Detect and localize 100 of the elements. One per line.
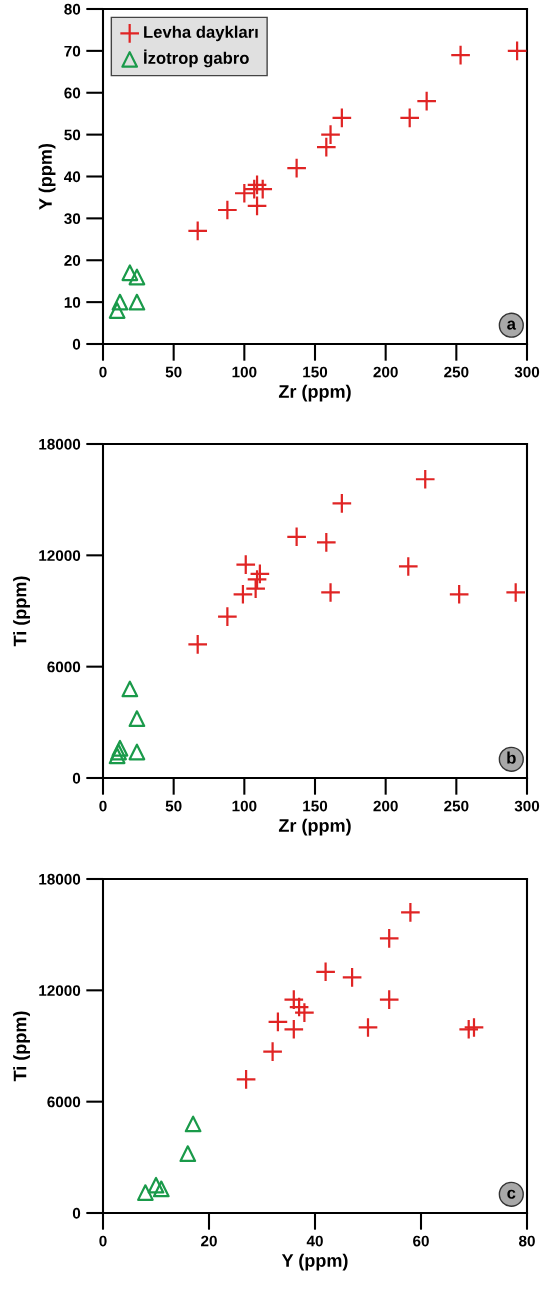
x-tick-label: 150 [303, 800, 328, 812]
point [245, 578, 267, 600]
point [121, 264, 139, 282]
point [246, 195, 268, 217]
point [128, 710, 146, 728]
y-tick-label: 80 [64, 3, 81, 15]
point [246, 569, 268, 590]
point [179, 1145, 197, 1163]
y-axis-title: Y (ppm) [38, 143, 56, 210]
y-tick-label: 0 [72, 1207, 81, 1219]
annotation: b [507, 751, 516, 764]
legend-label: İzotrop gabro [144, 49, 249, 68]
point [450, 44, 471, 66]
x-tick-label: 300 [514, 800, 540, 812]
x-tick-label: 50 [165, 800, 182, 812]
y-tick-label: 40 [64, 171, 81, 183]
point [286, 526, 308, 548]
point [399, 901, 421, 923]
x-axis-title: Zr (ppm) [278, 818, 351, 836]
point [216, 606, 238, 627]
y-tick-label: 6000 [47, 661, 81, 673]
point [152, 1180, 170, 1198]
point [249, 563, 271, 585]
point [111, 293, 129, 311]
x-axis-title: Y (ppm) [281, 1253, 348, 1271]
point [235, 554, 257, 576]
point [111, 739, 129, 757]
y-axis-title: Ti (ppm) [13, 576, 30, 647]
point [187, 220, 209, 242]
y-tick-label: 12000 [39, 550, 81, 562]
x-tick-label: 0 [99, 800, 107, 812]
point [357, 1017, 379, 1038]
y-axis-title: Ti (ppm) [13, 1011, 30, 1082]
point [286, 157, 308, 179]
point [252, 178, 274, 200]
point [216, 199, 238, 221]
y-tick-label: 70 [64, 45, 81, 57]
y-tick-label: 50 [64, 129, 81, 141]
x-tick-label: 200 [373, 366, 398, 378]
y-tick-label: 60 [64, 87, 81, 99]
x-tick-label: 80 [518, 1235, 535, 1247]
point [320, 124, 341, 146]
x-tick-label: 0 [99, 1235, 107, 1247]
y-tick-label: 18000 [39, 873, 81, 885]
point [235, 1068, 257, 1090]
x-tick-label: 0 [99, 366, 107, 378]
y-tick-label: 20 [64, 255, 81, 266]
point [506, 40, 528, 62]
x-tick-label: 150 [303, 366, 328, 378]
point [283, 1018, 305, 1040]
point [315, 961, 337, 983]
x-tick-label: 100 [232, 800, 257, 812]
annotation: a [507, 320, 517, 330]
y-tick-label: 12000 [39, 985, 81, 997]
y-tick-label: 0 [72, 338, 81, 350]
y-tick-label: 30 [64, 213, 81, 225]
point [341, 966, 363, 988]
point [397, 556, 419, 577]
x-tick-label: 40 [306, 1235, 323, 1247]
point [232, 583, 254, 605]
point [108, 302, 126, 319]
y-tick-label: 10 [64, 296, 81, 308]
point [110, 743, 127, 761]
point [293, 1002, 315, 1024]
point [128, 268, 146, 286]
x-tick-label: 250 [444, 800, 469, 812]
point [331, 107, 353, 129]
point [458, 1018, 480, 1040]
point [121, 680, 139, 698]
point [505, 582, 527, 603]
x-tick-label: 250 [444, 366, 469, 378]
point [283, 989, 305, 1011]
point [414, 468, 436, 490]
point [315, 531, 337, 553]
point [315, 136, 337, 158]
point [320, 582, 341, 603]
point [448, 583, 470, 605]
x-tick-label: 300 [514, 366, 540, 378]
y-tick-label: 6000 [47, 1096, 81, 1108]
point [184, 1115, 202, 1133]
x-tick-label: 200 [373, 800, 398, 812]
x-axis-title: Zr (ppm) [278, 384, 351, 402]
point [378, 927, 400, 949]
x-tick-label: 50 [165, 366, 182, 378]
point [187, 633, 209, 655]
point [288, 996, 310, 1018]
point [331, 492, 353, 514]
x-tick-label: 100 [232, 366, 257, 378]
point [463, 1017, 485, 1038]
point [399, 107, 421, 129]
point [128, 743, 146, 761]
x-tick-label: 20 [201, 1235, 217, 1247]
point [416, 90, 438, 112]
annotation: c [507, 1189, 516, 1199]
point [378, 989, 400, 1011]
y-tick-label: 0 [72, 772, 81, 784]
point [147, 1176, 165, 1194]
point [108, 747, 126, 765]
y-tick-label: 18000 [39, 438, 81, 450]
legend-label: Levha daykları [144, 25, 258, 42]
